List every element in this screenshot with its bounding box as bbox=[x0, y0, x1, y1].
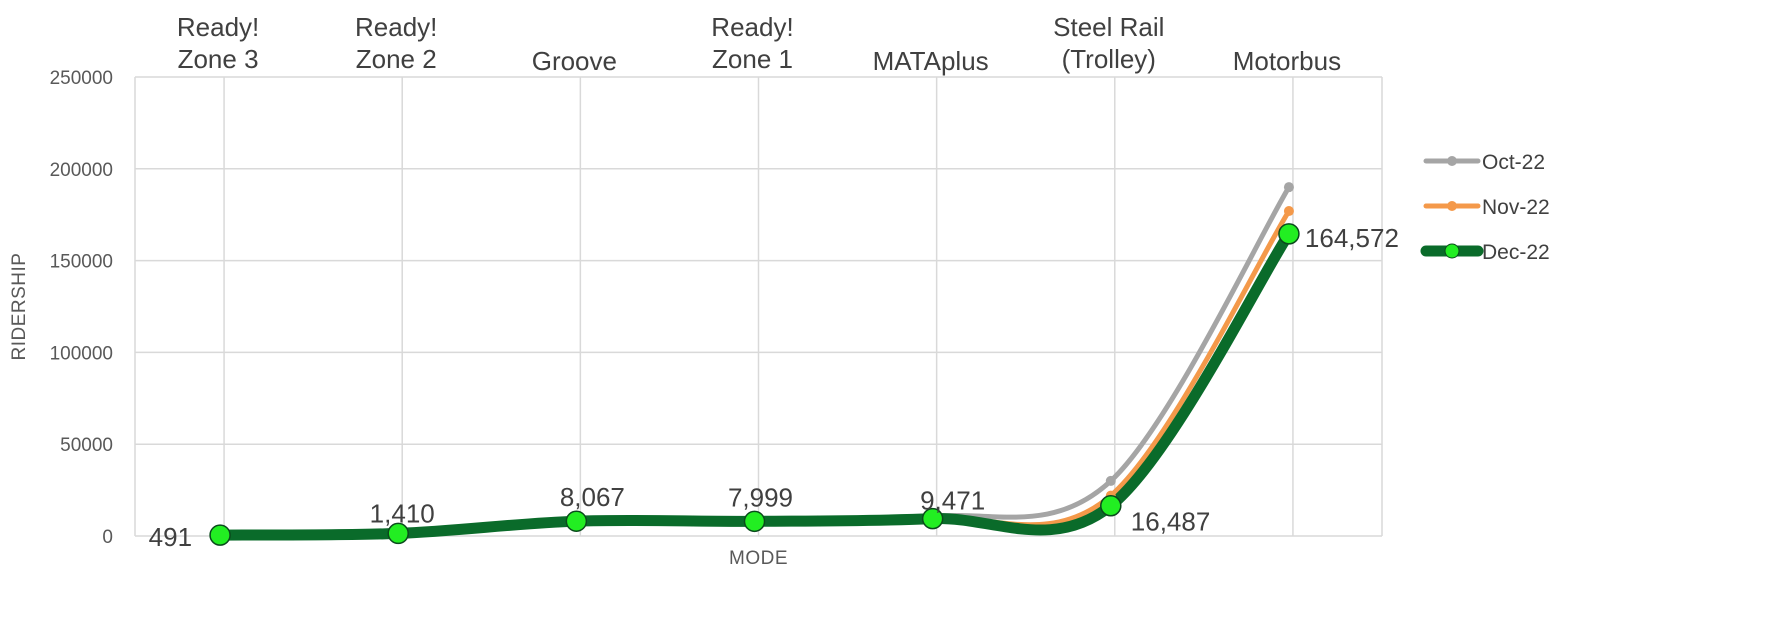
category-label: Motorbus bbox=[1233, 46, 1341, 76]
category-label-line: Ready! bbox=[711, 12, 793, 42]
data-point-oct-22 bbox=[1283, 182, 1294, 193]
category-label-line: MATAplus bbox=[873, 46, 989, 76]
y-tick-label: 150000 bbox=[50, 252, 113, 273]
legend-marker-swatch bbox=[1447, 156, 1457, 166]
legend-marker-swatch bbox=[1447, 201, 1457, 211]
category-label-line: Zone 2 bbox=[356, 44, 437, 74]
data-labels: 491 1,410 8,067 7,999 9,471 16,487 164,572 bbox=[149, 223, 1399, 552]
y-tick-label: 0 bbox=[102, 527, 113, 548]
data-point-dec-22 bbox=[1278, 223, 1300, 245]
legend-marker-swatch bbox=[1444, 243, 1460, 259]
category-label-line: Zone 3 bbox=[178, 44, 259, 74]
legend: Oct-22 Nov-22 Dec-22 bbox=[1420, 151, 1550, 264]
y-tick-label: 200000 bbox=[50, 160, 113, 181]
y-axis-title: RIDERSHIP bbox=[9, 253, 30, 361]
data-point-dec-22 bbox=[921, 507, 944, 530]
category-label-line: Motorbus bbox=[1233, 46, 1341, 76]
legend-item-oct-22: Oct-22 bbox=[1423, 151, 1545, 174]
category-label-line: Zone 1 bbox=[712, 44, 793, 74]
data-point-dec-22 bbox=[1100, 494, 1122, 517]
data-point-dec-22 bbox=[387, 522, 409, 545]
category-label: Ready!Zone 2 bbox=[355, 12, 437, 74]
category-label-line: Ready! bbox=[355, 12, 437, 42]
series-markers bbox=[209, 182, 1300, 546]
category-label: Ready!Zone 3 bbox=[177, 12, 259, 74]
legend-label: Nov-22 bbox=[1482, 196, 1550, 219]
y-tick-label: 50000 bbox=[60, 435, 113, 456]
category-label: Ready!Zone 1 bbox=[711, 12, 793, 74]
y-tick-label: 100000 bbox=[50, 343, 113, 364]
data-point-dec-22 bbox=[743, 510, 766, 533]
category-label-line: Ready! bbox=[177, 12, 259, 42]
data-label: 8,067 bbox=[560, 482, 625, 512]
x-axis-title: MODE bbox=[729, 548, 788, 569]
data-label: 164,572 bbox=[1305, 223, 1399, 253]
grid-lines bbox=[134, 76, 1383, 537]
legend-label: Dec-22 bbox=[1482, 241, 1550, 264]
data-point-oct-22 bbox=[1105, 475, 1116, 486]
category-label: Steel Rail(Trolley) bbox=[1053, 12, 1164, 74]
y-tick-labels: 0 50000 100000 150000 200000 250000 bbox=[50, 68, 113, 548]
data-point-dec-22 bbox=[565, 510, 588, 532]
category-label-line: (Trolley) bbox=[1062, 44, 1156, 74]
legend-label: Oct-22 bbox=[1482, 151, 1545, 174]
data-point-dec-22 bbox=[209, 524, 231, 546]
y-tick-label: 250000 bbox=[50, 68, 113, 89]
data-label: 16,487 bbox=[1131, 507, 1211, 537]
data-label: 7,999 bbox=[728, 482, 793, 512]
data-label: 1,410 bbox=[370, 498, 435, 528]
category-label-line: Steel Rail bbox=[1053, 12, 1164, 42]
data-point-nov-22 bbox=[1283, 206, 1294, 217]
data-label: 491 bbox=[149, 522, 192, 552]
data-label: 9,471 bbox=[920, 486, 985, 516]
legend-item-dec-22: Dec-22 bbox=[1420, 241, 1550, 264]
category-label: Groove bbox=[532, 46, 617, 76]
legend-item-nov-22: Nov-22 bbox=[1423, 196, 1550, 219]
category-label: MATAplus bbox=[873, 46, 989, 76]
category-label-line: Groove bbox=[532, 46, 617, 76]
